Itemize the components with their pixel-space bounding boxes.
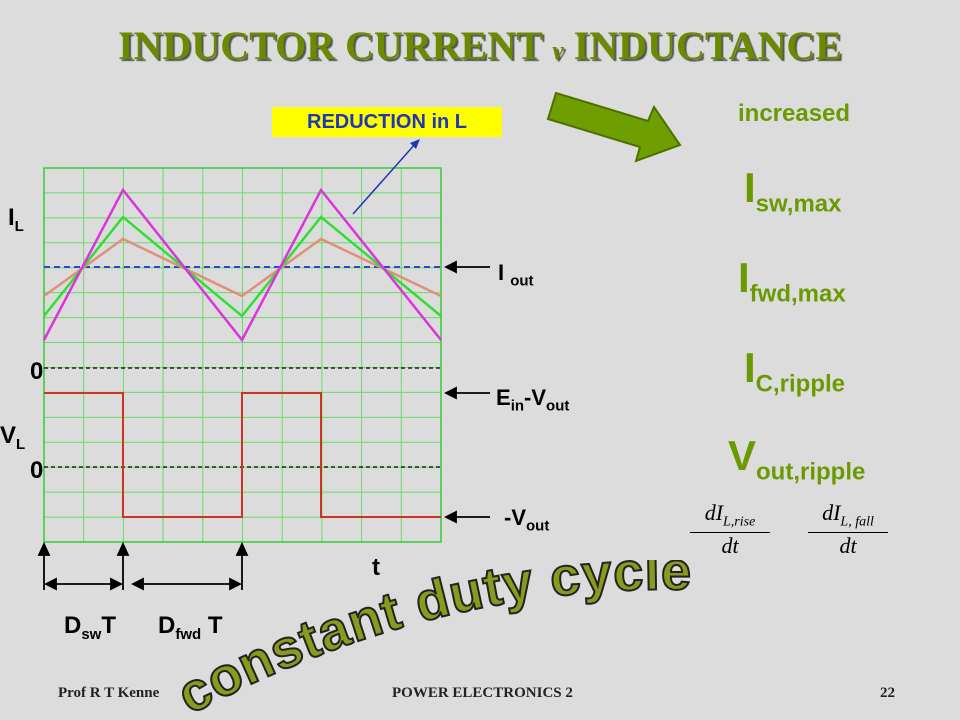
vout-ripple-label: Vout,ripple [728,432,866,486]
green-wave [43,215,442,318]
vl-label: VL [0,422,26,453]
page-title: INDUCTOR CURRENT v INDUCTANCE [118,23,842,68]
magenta-wave [42,187,442,343]
ein-vout-label: Ein-Vout [496,385,570,415]
footer-author: Prof R T Kenne [58,685,160,701]
footer-page-number: 22 [880,685,895,701]
iout-label: I out [498,260,534,290]
constant-duty-cycle-wordart: constant duty cycle [167,560,693,720]
footer-course: POWER ELECTRONICS 2 [392,685,573,701]
isw-max-label: Isw,max [744,164,842,218]
grid-border [43,167,442,543]
dil-fall-fraction: dIL, fall dt [808,500,888,559]
dil-rise-fraction: dIL,rise dt [690,500,770,559]
ifwd-max-label: Ifwd,max [738,254,846,308]
time-label: t [372,554,380,581]
increased-label: increased [738,100,851,127]
il-label: IL [8,204,24,235]
reduction-callout: REDUCTION in L [272,107,502,137]
callout-arrowhead [410,139,420,149]
zero-bottom-label: 0 [30,457,44,484]
zero-top-label: 0 [30,358,44,385]
salmon-wave [43,237,442,298]
big-arrow-icon [546,91,682,163]
dsw-t-label: DswT [64,612,117,643]
neg-vout-label: -Vout [504,505,550,535]
ic-ripple-label: IC,ripple [744,344,846,398]
dfwd-t-label: Dfwd T [158,612,223,643]
callout-pointer [352,142,417,215]
vl-square-wave [44,392,441,518]
